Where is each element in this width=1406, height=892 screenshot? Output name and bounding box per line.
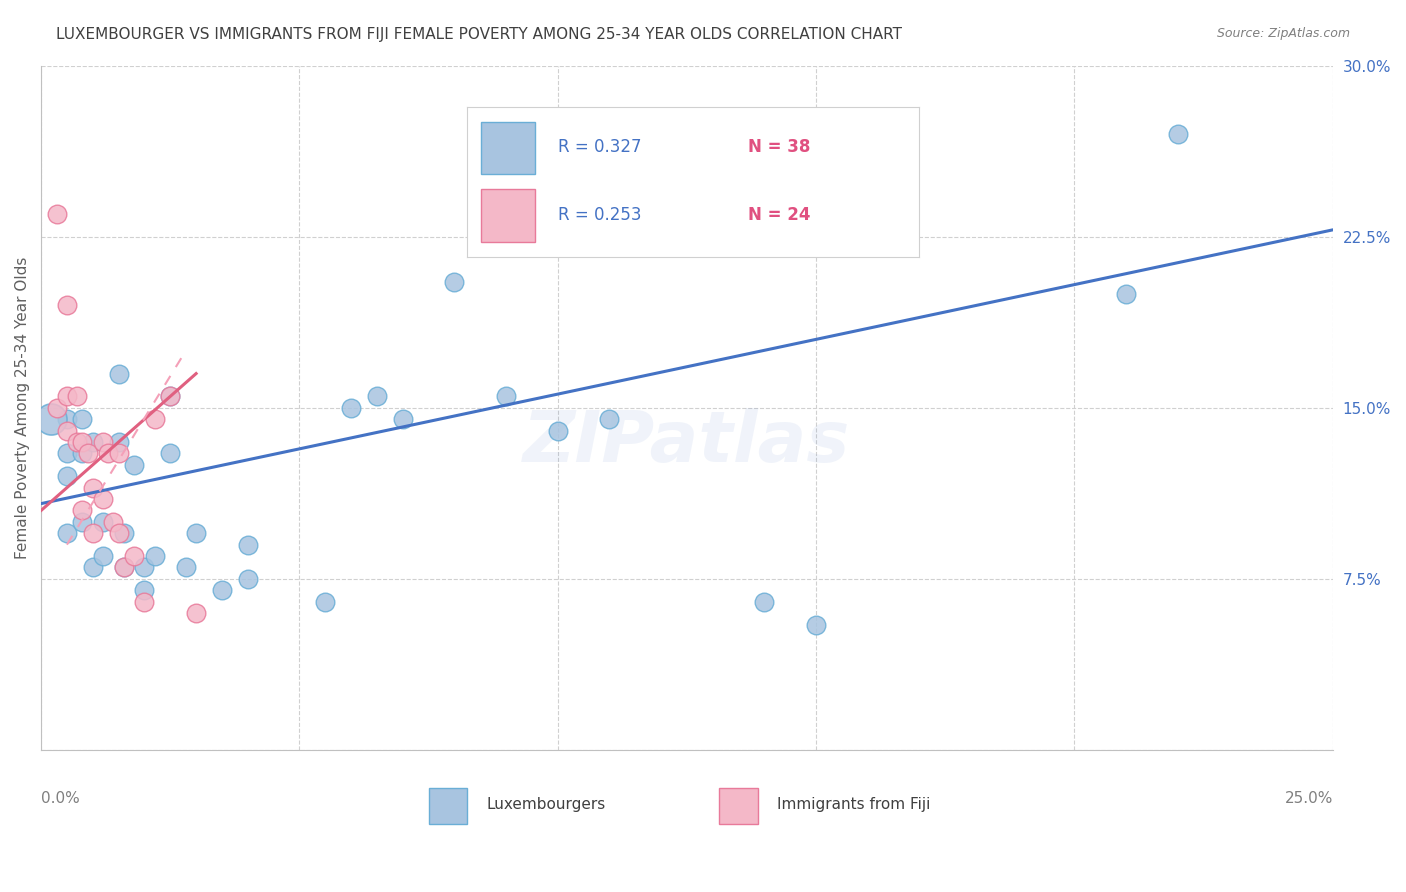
Point [45,401,67,415]
Point [82,560,104,574]
Point [143,549,166,563]
Point [112,526,135,541]
Point [56,412,79,426]
Point [107,367,129,381]
Point [112,560,135,574]
Point [91,435,114,450]
Point [82,481,104,495]
Point [107,446,129,460]
Point [72,412,94,426]
Point [598,412,620,426]
Point [41,412,63,426]
Point [56,469,79,483]
Text: 25.0%: 25.0% [1285,791,1333,806]
Point [56,389,79,403]
Point [56,424,79,438]
Point [82,526,104,541]
Point [72,435,94,450]
Point [72,446,94,460]
Point [91,491,114,506]
Point [174,560,197,574]
Point [391,412,413,426]
Point [66,435,89,450]
Point [340,401,363,415]
Point [804,617,827,632]
Point [159,389,181,403]
Point [103,515,125,529]
Point [314,595,336,609]
Point [184,526,207,541]
Point [97,446,120,460]
Point [1167,127,1189,141]
Point [122,458,145,472]
Point [107,526,129,541]
Point [184,606,207,620]
Point [366,389,388,403]
Text: LUXEMBOURGER VS IMMIGRANTS FROM FIJI FEMALE POVERTY AMONG 25-34 YEAR OLDS CORREL: LUXEMBOURGER VS IMMIGRANTS FROM FIJI FEM… [56,27,903,42]
Point [56,446,79,460]
Point [56,526,79,541]
Text: ZIPatlas: ZIPatlas [523,408,851,476]
Point [754,595,776,609]
Point [1115,286,1137,301]
Point [76,446,98,460]
Point [134,595,156,609]
Point [72,515,94,529]
Y-axis label: Female Poverty Among 25-34 Year Olds: Female Poverty Among 25-34 Year Olds [15,257,30,559]
Point [547,424,569,438]
Text: Source: ZipAtlas.com: Source: ZipAtlas.com [1216,27,1350,40]
Point [56,298,79,312]
Point [112,560,135,574]
Point [236,572,259,586]
Point [91,515,114,529]
Point [143,412,166,426]
Point [134,583,156,598]
Point [82,435,104,450]
Point [91,549,114,563]
Text: 0.0%: 0.0% [41,791,80,806]
Point [159,389,181,403]
Point [236,538,259,552]
Point [107,435,129,450]
Point [211,583,233,598]
Point [495,389,517,403]
Point [122,549,145,563]
Point [134,560,156,574]
Point [159,446,181,460]
Point [66,389,89,403]
Point [45,207,67,221]
Point [72,503,94,517]
Point [443,276,465,290]
